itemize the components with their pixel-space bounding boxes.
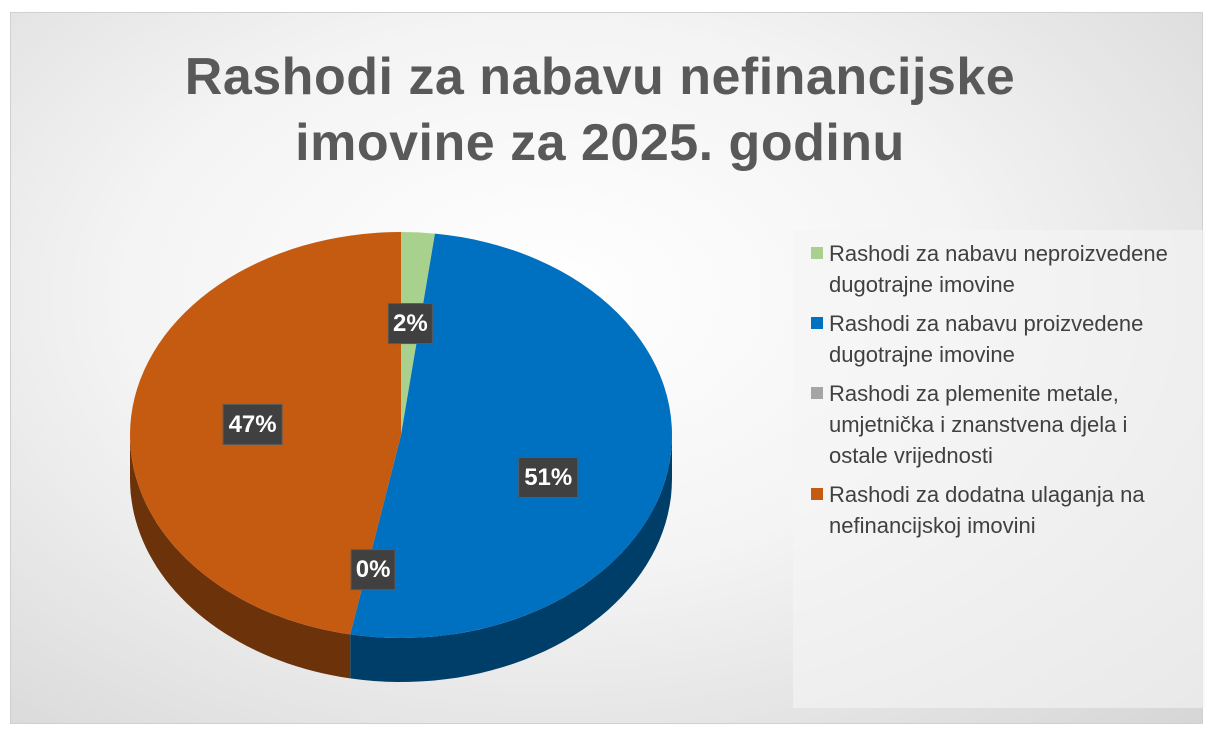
legend-label: Rashodi za dodatna ulaganja na nefinanci…	[829, 482, 1145, 538]
legend-item: Rashodi za plemenite metale, umjetnička …	[811, 378, 1191, 471]
legend-item: Rashodi za dodatna ulaganja na nefinanci…	[811, 479, 1191, 541]
legend-swatch	[811, 247, 823, 259]
data-label: 51%	[524, 464, 572, 491]
data-label-box	[222, 403, 283, 445]
legend-swatch	[811, 387, 823, 399]
legend-label: Rashodi za nabavu proizvedene dugotrajne…	[829, 311, 1144, 367]
data-label: 2%	[393, 310, 428, 337]
data-label-box	[518, 456, 579, 498]
pie-side	[130, 435, 351, 679]
legend-label: Rashodi za nabavu neproizvedene dugotraj…	[829, 241, 1168, 297]
data-label-box	[387, 303, 433, 345]
data-label: 0%	[356, 556, 391, 583]
pie-side	[350, 435, 672, 682]
legend-item: Rashodi za nabavu neproizvedene dugotraj…	[811, 238, 1191, 300]
legend: Rashodi za nabavu neproizvedene dugotraj…	[793, 230, 1205, 708]
data-label: 47%	[229, 411, 277, 438]
legend-swatch	[811, 317, 823, 329]
chart-title: Rashodi za nabavu nefinancijske imovine …	[184, 48, 1016, 172]
legend-label: Rashodi za plemenite metale, umjetnička …	[829, 381, 1128, 468]
legend-swatch	[811, 488, 823, 500]
legend-item: Rashodi za nabavu proizvedene dugotrajne…	[811, 308, 1191, 370]
data-label-box	[350, 549, 396, 591]
